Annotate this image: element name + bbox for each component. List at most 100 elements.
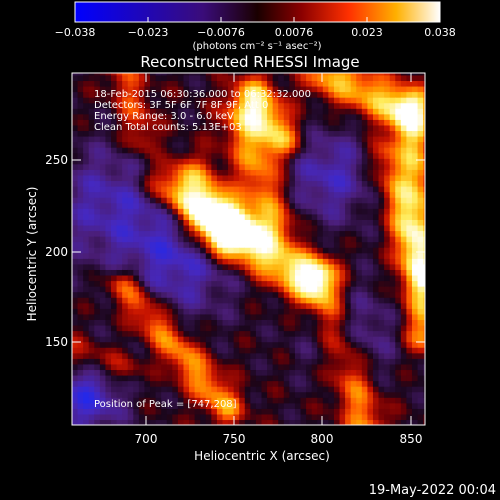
heatmap-cell — [194, 258, 201, 265]
heatmap-cell — [228, 158, 235, 165]
heatmap-cell — [177, 402, 185, 409]
heatmap-cell — [417, 241, 424, 248]
heatmap-cell — [294, 91, 302, 98]
heatmap-cell — [244, 91, 251, 98]
heatmap-cell — [111, 163, 118, 170]
heatmap-cell — [361, 252, 368, 259]
heatmap-cell — [233, 269, 240, 276]
heatmap-cell — [122, 413, 129, 421]
heatmap-cell — [216, 113, 224, 120]
heatmap-cell — [289, 80, 296, 87]
heatmap-cell — [322, 202, 329, 209]
heatmap-cell — [166, 130, 173, 137]
heatmap-cell — [250, 113, 257, 120]
heatmap-cell — [417, 374, 424, 382]
heatmap-cell — [233, 352, 240, 359]
heatmap-cell — [339, 308, 346, 315]
heatmap-cell — [111, 358, 118, 365]
heatmap-cell — [278, 152, 285, 159]
heatmap-cell — [283, 313, 290, 320]
heatmap-cell — [328, 174, 335, 182]
heatmap-cell — [356, 108, 363, 115]
heatmap-cell — [88, 336, 95, 343]
heatmap-cell — [278, 291, 285, 298]
heatmap-cell — [395, 336, 402, 343]
heatmap-cell — [294, 352, 302, 359]
heatmap-cell — [350, 236, 357, 243]
heatmap-cell — [194, 341, 201, 348]
heatmap-cell — [400, 73, 408, 76]
heatmap-cell — [278, 363, 285, 371]
heatmap-cell — [77, 213, 84, 220]
heatmap-cell — [361, 274, 368, 282]
heatmap-cell — [411, 141, 419, 148]
heatmap-cell — [389, 274, 396, 282]
heatmap-cell — [228, 219, 235, 226]
heatmap-cell — [356, 369, 363, 376]
heatmap-cell — [228, 408, 235, 415]
heatmap-cell — [189, 85, 196, 93]
heatmap-cell — [395, 258, 402, 265]
heatmap-cell — [372, 224, 380, 232]
heatmap-cell — [300, 252, 307, 259]
heatmap-cell — [356, 380, 363, 387]
heatmap-cell — [255, 91, 263, 98]
heatmap-cell — [272, 108, 279, 115]
heatmap-cell — [294, 408, 302, 415]
heatmap-cell — [294, 358, 302, 365]
heatmap-cell — [150, 163, 157, 170]
heatmap-cell — [423, 413, 425, 421]
heatmap-cell — [122, 85, 129, 93]
heatmap-cell — [350, 85, 357, 93]
heatmap-cell — [322, 208, 329, 215]
heatmap-cell — [345, 141, 352, 148]
heatmap-cell — [122, 341, 129, 348]
heatmap-cell — [194, 286, 201, 293]
heatmap-cell — [311, 330, 318, 337]
heatmap-cell — [294, 119, 302, 126]
heatmap-cell — [339, 97, 346, 104]
heatmap-cell — [322, 174, 329, 182]
heatmap-cell — [317, 347, 324, 354]
heatmap-cell — [378, 336, 385, 343]
heatmap-cell — [211, 347, 218, 354]
heatmap-cell — [177, 124, 185, 132]
heatmap-cell — [189, 269, 196, 276]
heatmap-cell — [261, 174, 268, 182]
heatmap-cell — [300, 330, 307, 337]
heatmap-cell — [144, 219, 151, 226]
heatmap-cell — [395, 402, 402, 409]
heatmap-cell — [233, 347, 240, 354]
heatmap-cell — [122, 202, 129, 209]
heatmap-cell — [356, 236, 363, 243]
heatmap-cell — [88, 124, 95, 132]
heatmap-cell — [261, 73, 268, 76]
heatmap-cell — [233, 124, 240, 132]
heatmap-cell — [272, 391, 279, 398]
heatmap-cell — [200, 174, 207, 182]
heatmap-cell — [127, 291, 134, 298]
heatmap-cell — [161, 308, 168, 315]
heatmap-cell — [99, 330, 107, 337]
heatmap-cell — [244, 247, 251, 254]
heatmap-cell — [77, 313, 84, 320]
heatmap-cell — [83, 363, 90, 371]
heatmap-cell — [194, 197, 201, 204]
heatmap-cell — [116, 163, 123, 170]
heatmap-cell — [400, 269, 408, 276]
heatmap-cell — [216, 252, 224, 259]
heatmap-cell — [189, 224, 196, 232]
heatmap-cell — [289, 113, 296, 120]
heatmap-cell — [200, 124, 207, 132]
heatmap-cell — [239, 319, 246, 326]
heatmap-cell — [322, 119, 329, 126]
heatmap-cell — [328, 341, 335, 348]
heatmap-cell — [138, 91, 146, 98]
heatmap-cell — [77, 208, 84, 215]
heatmap-cell — [350, 297, 357, 304]
heatmap-cell — [356, 341, 363, 348]
heatmap-cell — [395, 141, 402, 148]
heatmap-cell — [267, 236, 274, 243]
heatmap-cell — [138, 130, 146, 137]
heatmap-cell — [150, 374, 157, 382]
